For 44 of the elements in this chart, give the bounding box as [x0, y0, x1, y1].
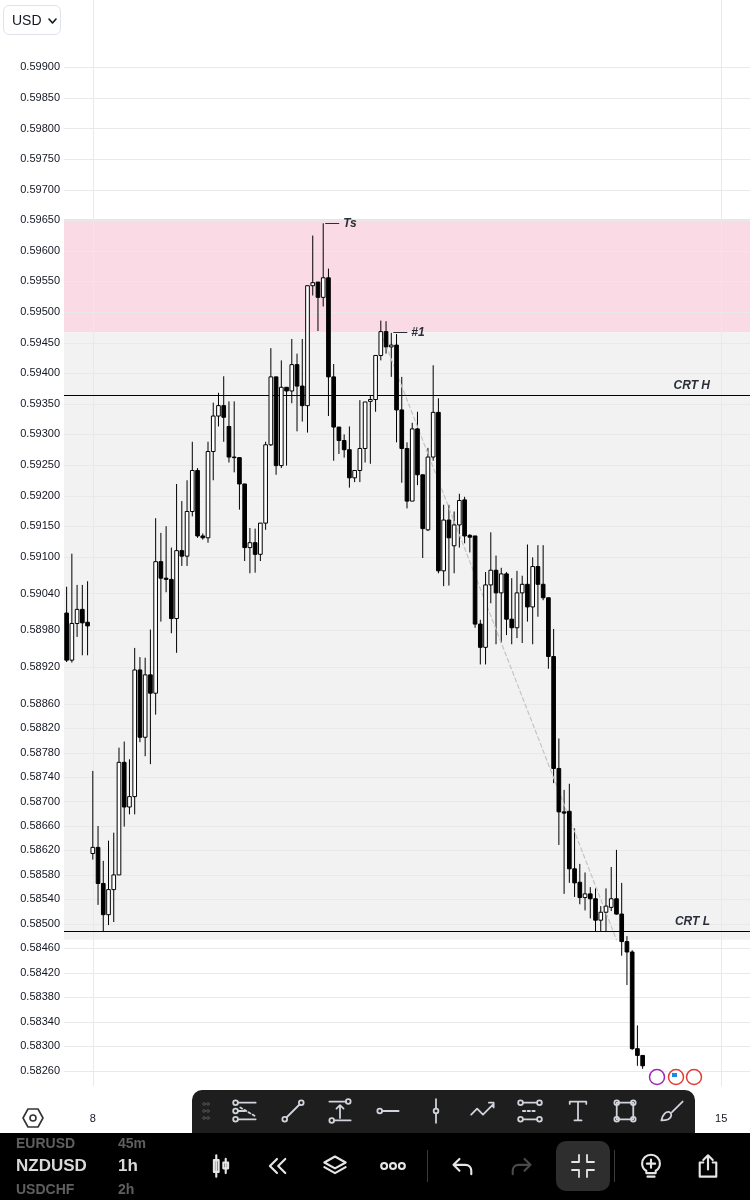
y-tick-label: 0.58460: [20, 941, 60, 954]
y-tick-label: 0.58540: [20, 892, 60, 905]
y-tick-label: 0.58620: [20, 843, 60, 856]
ref-line-label: CRT L: [674, 913, 710, 928]
y-tick-label: 0.58340: [20, 1014, 60, 1027]
y-tick-label: 0.58860: [20, 696, 60, 709]
y-tick-label: 0.58420: [20, 965, 60, 978]
y-tick-label: 0.58380: [20, 990, 60, 1003]
y-tick-label: 0.59150: [20, 519, 60, 532]
x-tick-label: 15: [715, 1111, 728, 1124]
y-tick-label: 0.59450: [20, 335, 60, 348]
y-tick-label: 0.58740: [20, 770, 60, 783]
y-tick-label: 0.58660: [20, 819, 60, 831]
y-tick-label: 0.59750: [20, 152, 60, 165]
y-tick-label: 0.59500: [20, 305, 60, 318]
x-tick-label: 8: [89, 1111, 96, 1124]
y-tick-label: 0.58700: [20, 794, 60, 807]
y-tick-label: 0.59900: [20, 60, 60, 73]
annotation: Ts: [343, 215, 358, 230]
y-tick-label: 0.59300: [20, 427, 60, 440]
annotation: #1: [411, 324, 425, 339]
y-tick-label: 0.59550: [20, 274, 60, 287]
y-tick-label: 0.59700: [20, 182, 60, 195]
bottom-toolbar: EURUSD 45m NZDUSD 1h USDCHF 2h: [0, 1133, 750, 1200]
y-tick-label: 0.58500: [20, 916, 60, 929]
y-tick-label: 0.59400: [20, 366, 60, 379]
y-tick-label: 0.58300: [20, 1039, 60, 1052]
y-tick-label: 0.59100: [20, 549, 60, 562]
y-tick-label: 0.59250: [20, 458, 60, 471]
y-tick-label: 0.58920: [20, 659, 60, 672]
ref-line-label: CRT H: [673, 377, 711, 392]
y-tick-label: 0.58780: [20, 745, 60, 758]
y-tick-label: 0.59850: [20, 90, 60, 103]
currency-button: USD: [3, 5, 61, 35]
y-tick-label: 0.59650: [20, 213, 60, 226]
y-tick-label: 0.59200: [20, 488, 60, 501]
y-tick-label: 0.58980: [20, 623, 60, 636]
y-tick-label: 0.59600: [20, 243, 60, 256]
y-tick-label: 0.58820: [20, 721, 60, 734]
y-tick-label: 0.59350: [20, 396, 60, 409]
y-tick-label: 0.59040: [20, 586, 60, 599]
y-tick-label: 0.58580: [20, 867, 60, 880]
y-tick-label: 0.58260: [20, 1063, 60, 1076]
y-tick-label: 0.59800: [20, 121, 60, 134]
